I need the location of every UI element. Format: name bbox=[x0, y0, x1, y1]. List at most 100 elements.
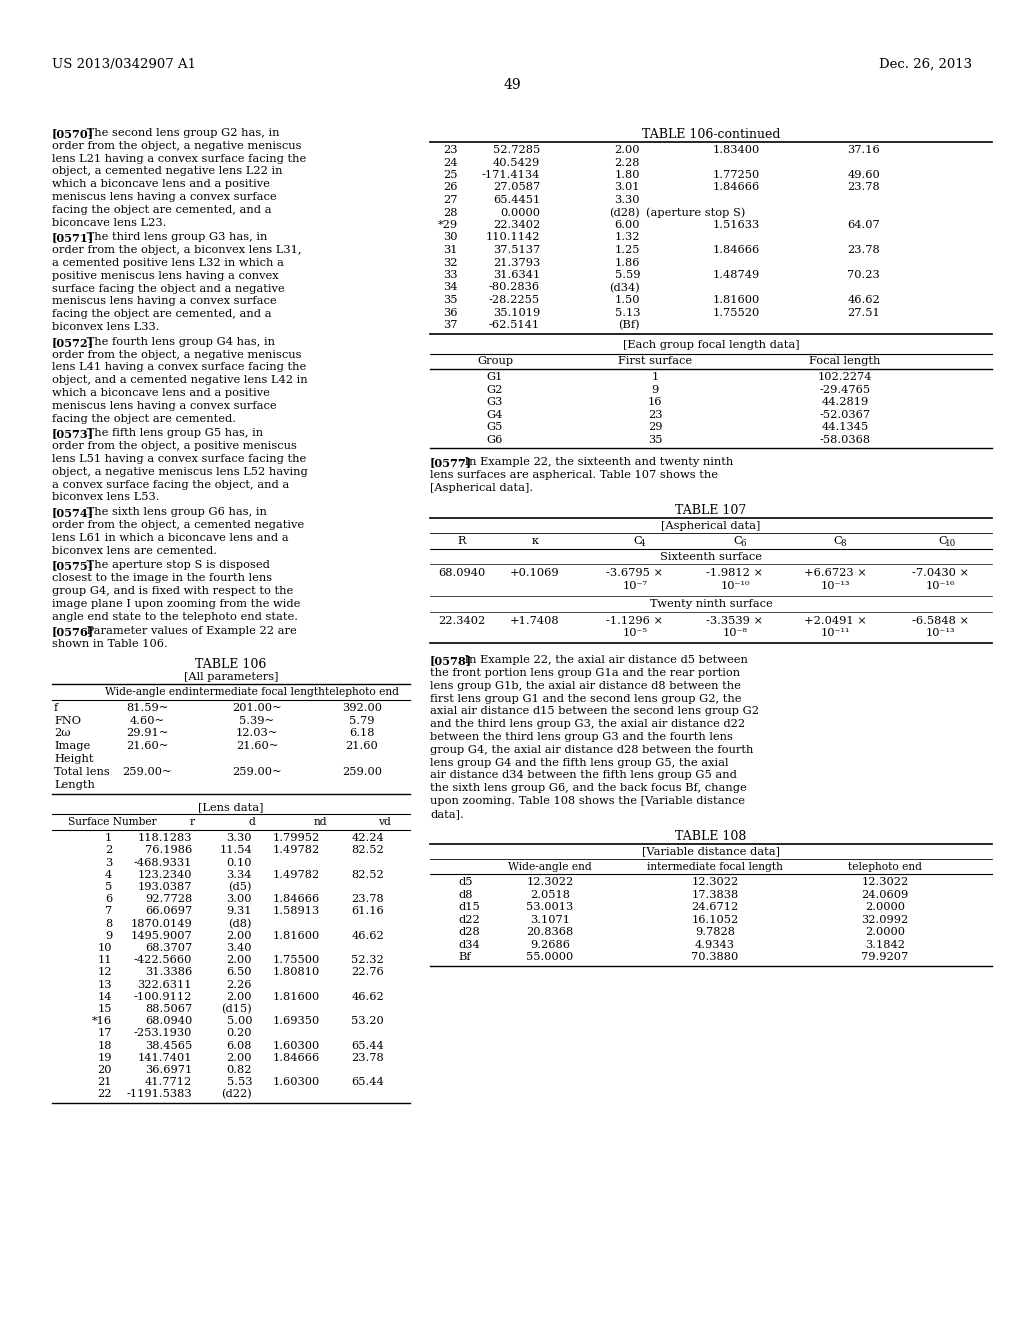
Text: 37.5137: 37.5137 bbox=[493, 246, 540, 255]
Text: 12.3022: 12.3022 bbox=[691, 878, 738, 887]
Text: 392.00: 392.00 bbox=[342, 702, 382, 713]
Text: (d5): (d5) bbox=[228, 882, 252, 892]
Text: The fourth lens group G4 has, in: The fourth lens group G4 has, in bbox=[83, 337, 274, 347]
Text: 6.50: 6.50 bbox=[226, 968, 252, 977]
Text: 118.1283: 118.1283 bbox=[137, 833, 193, 843]
Text: 4.9343: 4.9343 bbox=[695, 940, 735, 950]
Text: 82.52: 82.52 bbox=[351, 870, 384, 880]
Text: (d28): (d28) bbox=[609, 207, 640, 218]
Text: 31.3386: 31.3386 bbox=[144, 968, 193, 977]
Text: 68.3707: 68.3707 bbox=[144, 942, 193, 953]
Text: 29: 29 bbox=[648, 422, 663, 433]
Text: 44.1345: 44.1345 bbox=[821, 422, 868, 433]
Text: 34: 34 bbox=[443, 282, 458, 293]
Text: 1495.9007: 1495.9007 bbox=[130, 931, 193, 941]
Text: G1: G1 bbox=[486, 372, 503, 383]
Text: Total lens: Total lens bbox=[54, 767, 110, 776]
Text: 2.0000: 2.0000 bbox=[865, 903, 905, 912]
Text: 2.00: 2.00 bbox=[226, 1053, 252, 1063]
Text: object, a negative meniscus lens L52 having: object, a negative meniscus lens L52 hav… bbox=[52, 467, 308, 477]
Text: 35.1019: 35.1019 bbox=[493, 308, 540, 318]
Text: 27: 27 bbox=[443, 195, 458, 205]
Text: TABLE 106: TABLE 106 bbox=[196, 657, 266, 671]
Text: group G4, the axial air distance d28 between the fourth: group G4, the axial air distance d28 bet… bbox=[430, 744, 754, 755]
Text: the sixth lens group G6, and the back focus Bf, change: the sixth lens group G6, and the back fo… bbox=[430, 783, 746, 793]
Text: 1.60300: 1.60300 bbox=[272, 1040, 319, 1051]
Text: 2ω: 2ω bbox=[54, 729, 71, 738]
Text: 5.39~: 5.39~ bbox=[240, 715, 274, 726]
Text: -80.2836: -80.2836 bbox=[488, 282, 540, 293]
Text: image plane I upon zooming from the wide: image plane I upon zooming from the wide bbox=[52, 599, 300, 609]
Text: d: d bbox=[249, 817, 255, 828]
Text: 82.52: 82.52 bbox=[351, 845, 384, 855]
Text: shown in Table 106.: shown in Table 106. bbox=[52, 639, 168, 649]
Text: 3.01: 3.01 bbox=[614, 182, 640, 193]
Text: 123.2340: 123.2340 bbox=[137, 870, 193, 880]
Text: 25: 25 bbox=[443, 170, 458, 180]
Text: 10⁻¹³: 10⁻¹³ bbox=[820, 581, 850, 591]
Text: 17: 17 bbox=[97, 1028, 112, 1039]
Text: order from the object, a biconvex lens L31,: order from the object, a biconvex lens L… bbox=[52, 246, 301, 255]
Text: biconvex lens are cemented.: biconvex lens are cemented. bbox=[52, 545, 217, 556]
Text: d5: d5 bbox=[458, 878, 472, 887]
Text: 65.4451: 65.4451 bbox=[493, 195, 540, 205]
Text: data].: data]. bbox=[430, 809, 464, 818]
Text: 141.7401: 141.7401 bbox=[137, 1053, 193, 1063]
Text: 0.10: 0.10 bbox=[226, 858, 252, 867]
Text: 1870.0149: 1870.0149 bbox=[130, 919, 193, 928]
Text: lens L21 having a convex surface facing the: lens L21 having a convex surface facing … bbox=[52, 153, 306, 164]
Text: intermediate focal length: intermediate focal length bbox=[189, 686, 325, 697]
Text: In Example 22, the sixteenth and twenty ninth: In Example 22, the sixteenth and twenty … bbox=[461, 457, 733, 467]
Text: 10⁻⁸: 10⁻⁸ bbox=[723, 628, 748, 639]
Text: 2.28: 2.28 bbox=[614, 157, 640, 168]
Text: 53.20: 53.20 bbox=[351, 1016, 384, 1026]
Text: the front portion lens group G1a and the rear portion: the front portion lens group G1a and the… bbox=[430, 668, 740, 678]
Text: 37.16: 37.16 bbox=[847, 145, 880, 154]
Text: 35: 35 bbox=[443, 294, 458, 305]
Text: [0573]: [0573] bbox=[52, 429, 94, 440]
Text: The aperture stop S is disposed: The aperture stop S is disposed bbox=[83, 561, 269, 570]
Text: 8: 8 bbox=[104, 919, 112, 928]
Text: vd: vd bbox=[378, 817, 390, 828]
Text: The second lens group G2 has, in: The second lens group G2 has, in bbox=[83, 128, 280, 139]
Text: Surface Number: Surface Number bbox=[68, 817, 157, 828]
Text: d22: d22 bbox=[458, 915, 480, 925]
Text: 17.3838: 17.3838 bbox=[691, 890, 738, 900]
Text: +2.0491 ×: +2.0491 × bbox=[804, 615, 866, 626]
Text: [0570]: [0570] bbox=[52, 128, 94, 139]
Text: between the third lens group G3 and the fourth lens: between the third lens group G3 and the … bbox=[430, 733, 733, 742]
Text: 15: 15 bbox=[97, 1005, 112, 1014]
Text: 44.2819: 44.2819 bbox=[821, 397, 868, 408]
Text: -100.9112: -100.9112 bbox=[133, 991, 193, 1002]
Text: G2: G2 bbox=[486, 385, 503, 395]
Text: 1.83400: 1.83400 bbox=[713, 145, 760, 154]
Text: 22.3402: 22.3402 bbox=[493, 220, 540, 230]
Text: 23: 23 bbox=[443, 145, 458, 154]
Text: 3.1071: 3.1071 bbox=[530, 915, 570, 925]
Text: 1.84666: 1.84666 bbox=[272, 894, 319, 904]
Text: 110.1142: 110.1142 bbox=[485, 232, 540, 243]
Text: 6.00: 6.00 bbox=[614, 220, 640, 230]
Text: -52.0367: -52.0367 bbox=[819, 409, 870, 420]
Text: object, a cemented negative lens L22 in: object, a cemented negative lens L22 in bbox=[52, 166, 283, 177]
Text: intermediate focal length: intermediate focal length bbox=[647, 862, 783, 871]
Text: 40.5429: 40.5429 bbox=[493, 157, 540, 168]
Text: upon zooming. Table 108 shows the [Variable distance: upon zooming. Table 108 shows the [Varia… bbox=[430, 796, 745, 807]
Text: 1: 1 bbox=[651, 372, 658, 383]
Text: Dec. 26, 2013: Dec. 26, 2013 bbox=[879, 58, 972, 71]
Text: 21.3793: 21.3793 bbox=[493, 257, 540, 268]
Text: 36.6971: 36.6971 bbox=[144, 1065, 193, 1074]
Text: 1.81600: 1.81600 bbox=[272, 931, 319, 941]
Text: 65.44: 65.44 bbox=[351, 1040, 384, 1051]
Text: order from the object, a positive meniscus: order from the object, a positive menisc… bbox=[52, 441, 297, 451]
Text: 19: 19 bbox=[97, 1053, 112, 1063]
Text: Length: Length bbox=[54, 780, 95, 789]
Text: 1.69350: 1.69350 bbox=[272, 1016, 319, 1026]
Text: [0574]: [0574] bbox=[52, 507, 94, 519]
Text: 21: 21 bbox=[97, 1077, 112, 1088]
Text: 49.60: 49.60 bbox=[847, 170, 880, 180]
Text: telephoto end: telephoto end bbox=[848, 862, 922, 871]
Text: lens L51 having a convex surface facing the: lens L51 having a convex surface facing … bbox=[52, 454, 306, 465]
Text: -171.4134: -171.4134 bbox=[481, 170, 540, 180]
Text: lens L61 in which a biconcave lens and a: lens L61 in which a biconcave lens and a bbox=[52, 533, 289, 543]
